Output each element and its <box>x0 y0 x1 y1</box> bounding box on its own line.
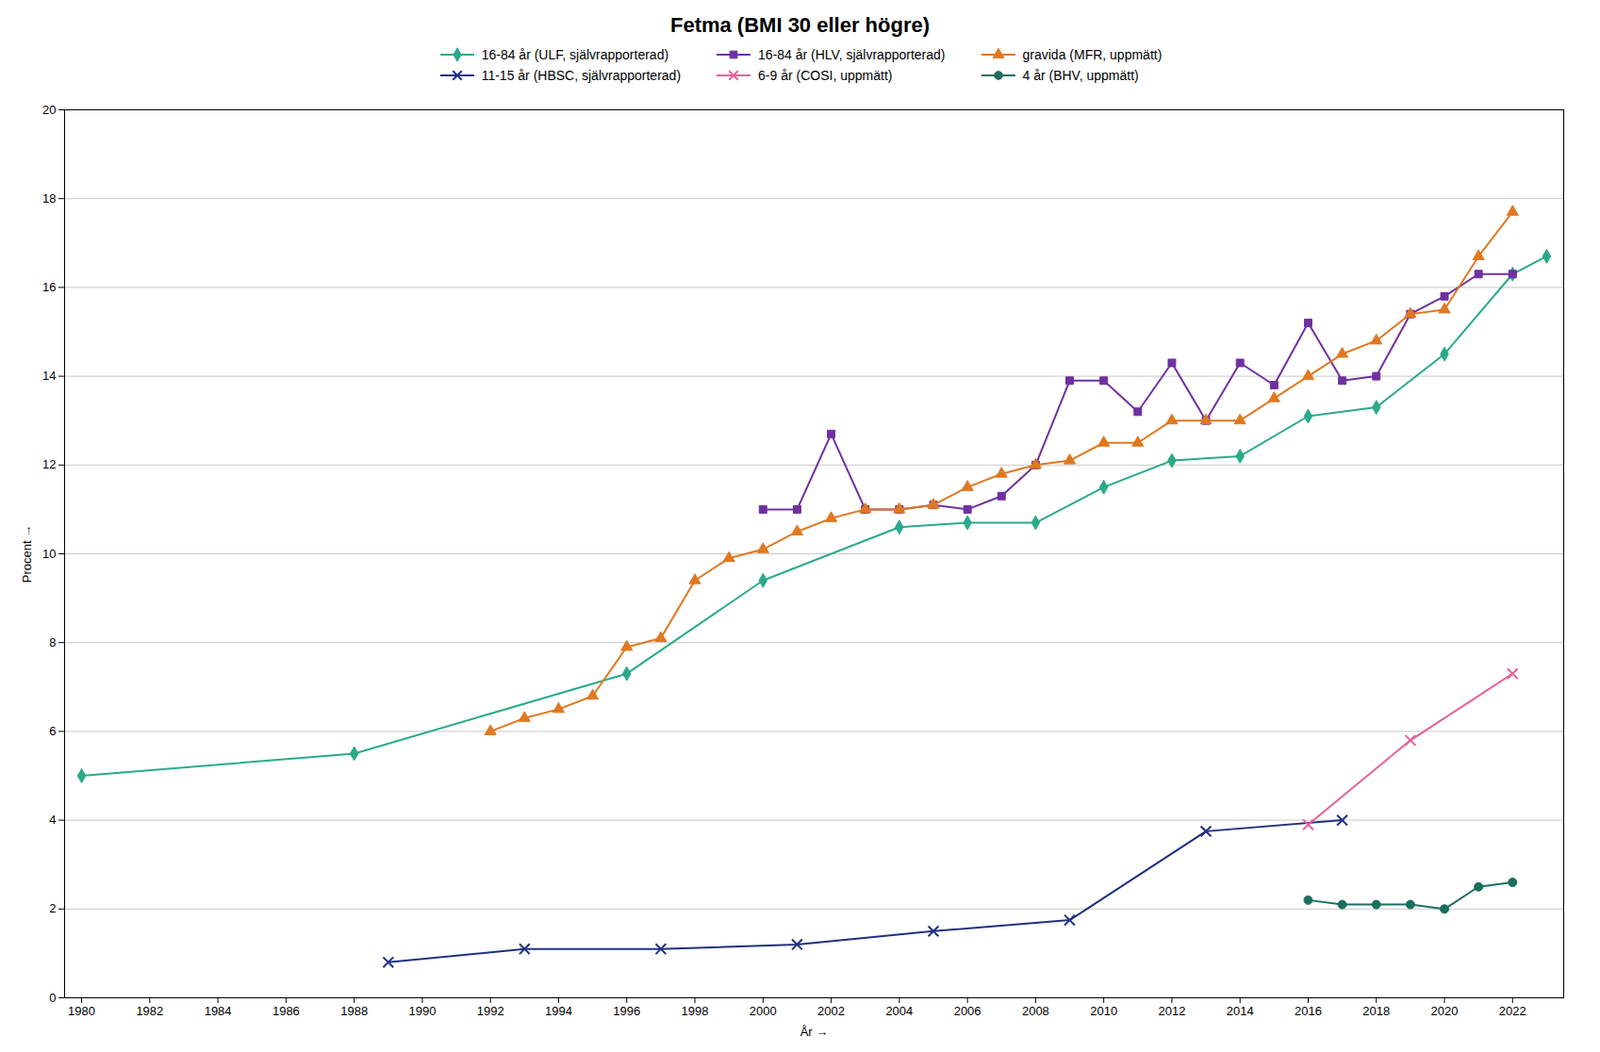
svg-text:20: 20 <box>42 102 56 117</box>
html-text:Fetma (BMI 30 eller högre): Fetma (BMI 30 eller högre) <box>670 13 930 37</box>
html-text:4 år (BHV, uppmätt): 4 år (BHV, uppmätt) <box>1022 67 1139 83</box>
svg-text:6: 6 <box>49 724 56 739</box>
svg-text:8: 8 <box>49 635 56 650</box>
svg-text:1980: 1980 <box>67 1004 96 1019</box>
svg-text:1990: 1990 <box>408 1004 436 1019</box>
svg-text:2010: 2010 <box>1089 1004 1118 1019</box>
svg-text:2016: 2016 <box>1294 1004 1322 1019</box>
svg-text:1988: 1988 <box>340 1004 368 1019</box>
html-text:6-9 år (COSI, uppmätt): 6-9 år (COSI, uppmätt) <box>758 67 893 83</box>
svg-text:2020: 2020 <box>1431 1004 1459 1019</box>
svg-text:2012: 2012 <box>1157 1004 1186 1019</box>
svg-text:2006: 2006 <box>954 1004 982 1019</box>
svg-text:12: 12 <box>42 457 56 472</box>
svg-text:2018: 2018 <box>1362 1004 1390 1019</box>
svg-text:2: 2 <box>49 901 56 916</box>
html-text:gravida (MFR, uppmätt): gravida (MFR, uppmätt) <box>1022 47 1162 63</box>
html-text:11-15 år (HBSC, självrapporter: 11-15 år (HBSC, självrapporterad) <box>481 67 681 83</box>
svg-text:4: 4 <box>49 812 56 827</box>
svg-text:År →: År → <box>800 1024 829 1040</box>
svg-text:18: 18 <box>42 191 56 206</box>
svg-text:Procent →: Procent → <box>19 525 34 583</box>
svg-text:2022: 2022 <box>1499 1004 1527 1019</box>
svg-text:1998: 1998 <box>681 1004 710 1019</box>
svg-text:1984: 1984 <box>204 1004 232 1019</box>
svg-text:1986: 1986 <box>272 1004 300 1019</box>
html-text:16-84 år (HLV, självrapportera: 16-84 år (HLV, självrapporterad) <box>758 47 946 63</box>
svg-text:2004: 2004 <box>885 1004 913 1019</box>
svg-text:1994: 1994 <box>544 1004 573 1019</box>
svg-text:2000: 2000 <box>749 1004 777 1019</box>
svg-text:2008: 2008 <box>1022 1004 1050 1019</box>
svg-text:2014: 2014 <box>1226 1004 1254 1019</box>
svg-text:0: 0 <box>49 990 56 1006</box>
svg-text:14: 14 <box>42 368 56 383</box>
svg-text:1982: 1982 <box>135 1004 164 1019</box>
svg-text:1992: 1992 <box>477 1004 505 1019</box>
svg-text:10: 10 <box>42 546 56 561</box>
svg-text:1996: 1996 <box>612 1004 641 1019</box>
svg-text:16: 16 <box>42 280 56 295</box>
html-text:16-84 år (ULF, självrapportera: 16-84 år (ULF, självrapporterad) <box>481 47 669 63</box>
svg-text:2002: 2002 <box>817 1004 845 1019</box>
